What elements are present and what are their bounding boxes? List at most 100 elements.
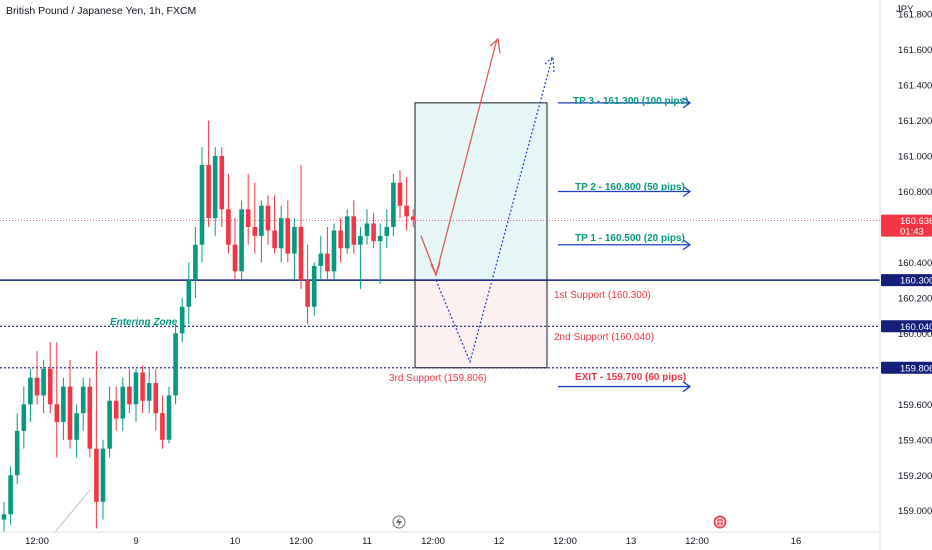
badge-entry: 160.300 [900,276,932,287]
entering-zone-label: Entering Zone [110,317,178,328]
candle-body [331,230,337,272]
exit-label: EXIT - 159.700 (60 pips) [575,372,686,383]
x-tick-label: 12:00 [25,536,49,547]
y-tick-label: 161.800 [898,10,932,21]
x-tick-label: 12:00 [289,536,313,547]
projection-path-direct-top-head [489,37,501,54]
candle-body [305,280,310,307]
candle-body [74,413,79,440]
candle-body [364,223,370,236]
candle-body [166,395,172,440]
candle-body [8,475,13,515]
candle-body [87,386,93,449]
tp2-label: TP 2 - 160.800 (50 pips) [575,182,685,193]
candle-body [298,226,304,281]
x-tick-label: 12 [494,536,505,547]
badge-support-2-bg [881,320,932,333]
candle-body [54,404,60,423]
candle-body [259,205,264,236]
candle-body [318,253,324,266]
lightning-icon[interactable] [392,515,406,529]
candle-body [278,218,284,249]
candle-body [265,205,271,231]
candle-body [160,413,165,440]
candle-body [272,230,277,249]
candle-body [239,209,244,272]
x-tick-label: 16 [791,536,802,547]
candle-body [219,156,225,210]
candle-body [371,223,376,242]
candle-body [21,404,27,431]
arrow-exit-head [682,381,692,393]
candle-body [100,448,106,502]
candle-body [351,216,357,245]
candle-body [140,372,145,401]
y-tick-label: 159.600 [898,400,932,411]
arrow-tp2-head [682,185,692,198]
candle-body [404,205,409,217]
candle-body [146,383,152,401]
y-tick-label: 159.200 [898,471,932,482]
candle-body [80,386,86,414]
candle-body [173,333,178,396]
candle-body [120,386,126,419]
candle-body [338,230,343,249]
support2-label: 2nd Support (160.040) [554,332,654,343]
flag-icon[interactable] [713,515,727,529]
projection-path-retest [435,58,553,364]
y-tick-label: 160.400 [898,258,932,269]
x-tick-label: 9 [133,536,138,547]
candle-body [358,235,363,245]
candle-body [285,218,291,254]
trendline [54,489,91,533]
badge-last-price-countdown: 01:43 [900,227,924,238]
candle-body [28,377,33,405]
candle-body [186,280,192,307]
candle-body [325,253,330,272]
candle-body [397,182,403,206]
candle-body [232,244,238,272]
candle-body [34,377,40,396]
candle-body [212,156,218,219]
candle-body [245,209,251,227]
y-tick-label: 160.200 [898,293,932,304]
candle-body [344,216,350,249]
timeline-icons [392,515,727,529]
candle-body [41,368,46,396]
candle-body [113,400,119,419]
chart-title: British Pound / Japanese Yen, 1h, FXCM [6,5,196,17]
candle-body [252,226,258,236]
badge-support-3: 159.806 [900,363,932,374]
y-tick-label: 161.200 [898,116,932,127]
candle-body [384,226,390,236]
position-zones [414,102,548,369]
candle-body [127,386,132,405]
x-tick-label: 12:00 [553,536,577,547]
y-tick-label: 159.000 [898,506,932,517]
candle-body [377,235,383,242]
x-tick-label: 11 [362,536,372,547]
y-tick-label: 161.400 [898,81,932,92]
x-tick-label: 12:00 [421,536,445,547]
candle-body [61,386,66,423]
arrow-tp1-head [682,239,692,251]
candle-body [1,514,7,520]
badge-last-price-bg [881,214,932,237]
y-tick-label: 160.800 [898,187,932,198]
candle-body [14,430,20,476]
support3-label: 3rd Support (159.806) [389,373,487,384]
projection-path-direct-head [430,262,441,277]
horizontal-levels [0,220,880,369]
stop-loss-zone [414,279,548,369]
tp3-label: TP 3 - 161.300 (100 pips) [573,96,688,107]
x-tick-label: 10 [230,536,241,547]
candle-body [193,244,198,281]
candle-body [410,216,416,220]
candle-body [133,372,139,405]
x-tick-label: 12:00 [685,536,709,547]
take-profit-zone [414,102,548,281]
candle-body [311,266,317,307]
candle-body [226,209,231,245]
